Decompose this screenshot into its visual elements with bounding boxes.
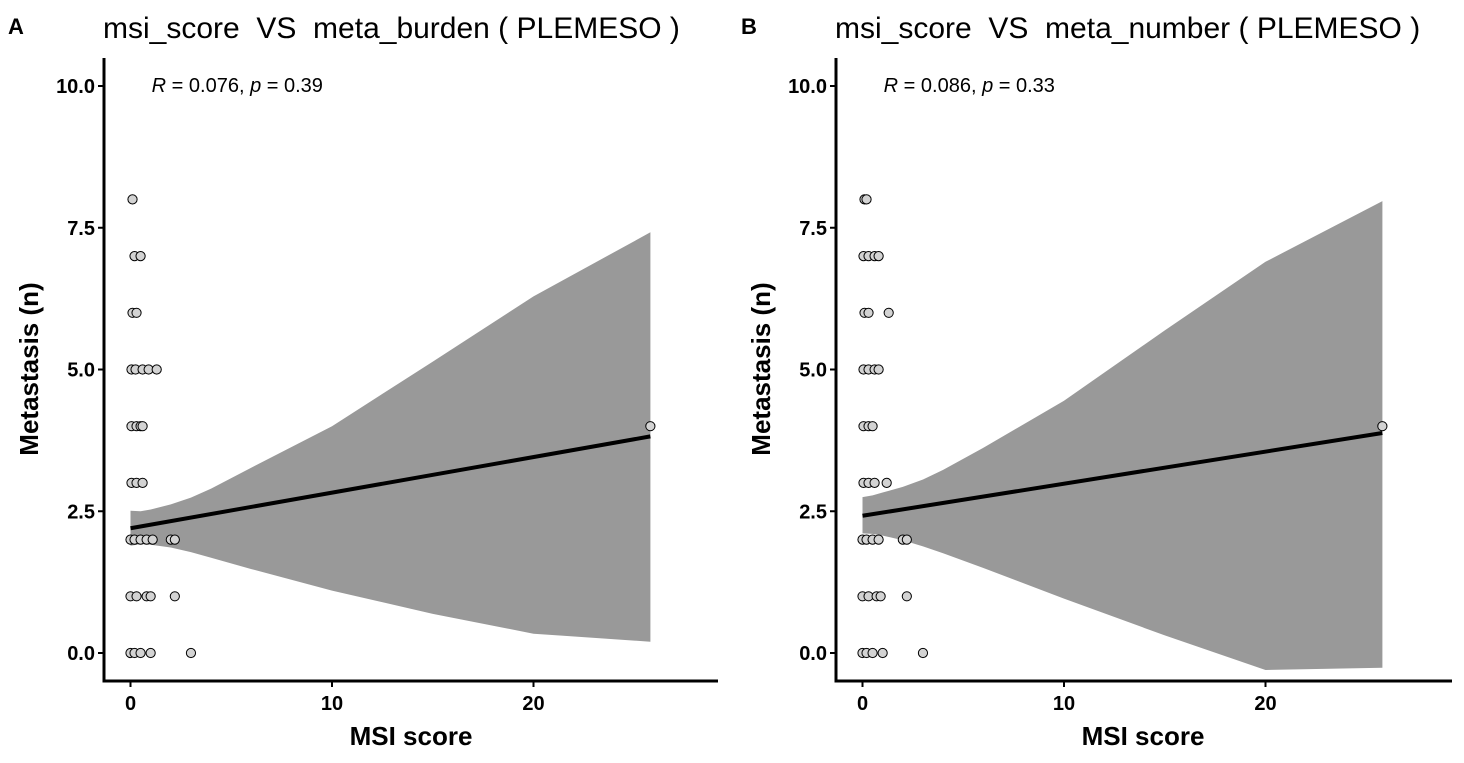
data-point: [169, 591, 180, 602]
panel-a-tag: A: [8, 14, 24, 39]
data-point: [151, 364, 162, 375]
data-point: [867, 647, 878, 659]
data-point: [185, 647, 197, 659]
data-point: [147, 534, 158, 545]
data-point: [145, 647, 156, 659]
data-point: [917, 647, 929, 659]
data-point: [901, 591, 912, 602]
panel-a-plot: 0.0 2.5 5.0 7.5 10.0 0 10 20 MSI score Metastasis…: [14, 58, 718, 751]
x-tick-label: 20: [522, 693, 544, 715]
data-point: [873, 534, 884, 545]
confidence-band: [130, 232, 651, 642]
x-tick-label: 20: [1254, 693, 1276, 715]
data-point: [135, 251, 146, 262]
data-point: [869, 477, 880, 488]
stat-value: = 0.39: [261, 75, 323, 97]
stat-symbol: R: [152, 75, 166, 97]
data-point: [877, 647, 888, 659]
y-tick-label: 7.5: [799, 218, 827, 240]
y-tick-label: 2.5: [67, 501, 95, 523]
data-point: [137, 421, 148, 432]
regression-line: [130, 434, 651, 531]
y-tick-label: 5.0: [799, 360, 827, 382]
data-point: [131, 591, 142, 602]
x-tick-label: 0: [125, 693, 136, 715]
data-point: [863, 307, 874, 318]
data-point: [145, 591, 156, 602]
data-point: [867, 421, 878, 432]
data-point: [137, 477, 148, 488]
data-point: [645, 421, 656, 432]
panel-b: B msi_score VS meta_number ( PLEMESO ) 0…: [741, 12, 1452, 751]
x-tick-label: 0: [857, 693, 868, 715]
data-point: [127, 194, 138, 205]
data-point: [131, 307, 142, 318]
y-tick-label: 0.0: [799, 643, 827, 665]
y-tick-label: 10.0: [56, 76, 95, 98]
panel-a: A msi_score VS meta_burden ( PLEMESO ) 0…: [8, 12, 718, 751]
y-axis-title: Metastasis (n): [746, 282, 776, 455]
x-axis-title: MSI score: [1082, 721, 1205, 751]
x-tick-label: 10: [321, 693, 343, 715]
data-point: [169, 534, 180, 545]
panel-b-title: msi_score VS meta_number ( PLEMESO ): [835, 12, 1420, 45]
x-axis-title: MSI score: [350, 721, 473, 751]
x-tick-label: 10: [1053, 693, 1075, 715]
correlation-annotation: R = 0.076, p = 0.39: [152, 75, 323, 97]
data-point: [873, 364, 884, 375]
data-point: [901, 534, 912, 545]
y-tick-label: 7.5: [67, 218, 95, 240]
panel-b-plot: 0.0 2.5 5.0 7.5 10.0 0 10 20 MSI score Metastasis…: [746, 58, 1452, 751]
confidence-band: [862, 201, 1383, 670]
y-tick-label: 2.5: [799, 501, 827, 523]
stat-symbol: R: [884, 75, 898, 97]
y-tick-label: 10.0: [788, 76, 827, 98]
y-tick-label: 5.0: [67, 360, 95, 382]
data-point: [883, 307, 894, 318]
regression-line: [862, 431, 1383, 518]
y-tick-label: 0.0: [67, 643, 95, 665]
data-point: [861, 194, 872, 205]
data-point: [1377, 421, 1388, 432]
stat-value: = 0.086,: [898, 75, 982, 97]
panel-b-tag: B: [741, 14, 757, 39]
data-point: [875, 591, 886, 602]
stat-symbol: p: [249, 75, 261, 97]
stat-value: = 0.33: [993, 75, 1055, 97]
data-point: [873, 251, 884, 262]
data-point: [135, 647, 146, 659]
panel-a-title: msi_score VS meta_burden ( PLEMESO ): [103, 12, 680, 45]
stat-value: = 0.076,: [166, 75, 250, 97]
stat-symbol: p: [981, 75, 993, 97]
y-axis-title: Metastasis (n): [14, 282, 44, 455]
correlation-annotation: R = 0.086, p = 0.33: [884, 75, 1055, 97]
data-point: [881, 477, 892, 488]
